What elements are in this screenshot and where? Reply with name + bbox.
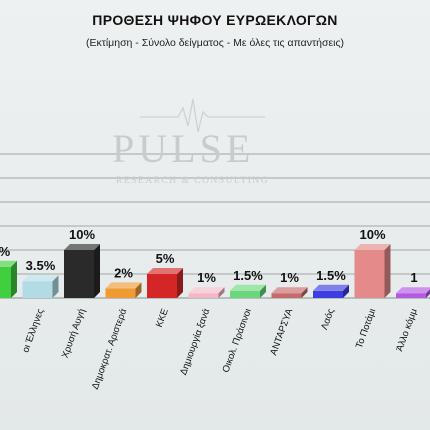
category-label: ΚΚΕ [154, 307, 171, 329]
data-label: 2% [114, 265, 133, 280]
watermark-logo: PULSE [112, 126, 254, 171]
bar-side [343, 284, 349, 298]
bar-front [271, 293, 302, 298]
watermark-pulse-line [140, 98, 265, 133]
bar-top [230, 284, 266, 291]
data-label: 3.5% [26, 258, 56, 273]
bar-side [94, 244, 100, 298]
bar-side [135, 282, 142, 298]
bar-front [64, 250, 94, 298]
bar-front [147, 274, 177, 298]
bar-top [271, 287, 308, 294]
bar-front [188, 293, 219, 298]
data-label: .5% [0, 244, 11, 259]
bar-top [188, 287, 225, 294]
bar-side [177, 268, 183, 298]
category-label: Οικολ. Πράσινοι [221, 307, 254, 374]
data-label: 1.5% [233, 268, 263, 283]
bar-side [218, 287, 225, 298]
chart-title: ΠΡΟΘΕΣΗ ΨΗΦΟΥ ΕΥΡΩΕΚΛΟΓΩΝ [92, 12, 338, 28]
category-label: Χρυσή Αυγή [60, 307, 88, 359]
category-label: Άλλο κόμμ [394, 307, 420, 353]
bar-front [354, 250, 385, 298]
category-label: Λαός [319, 307, 337, 332]
data-label: 10% [69, 227, 95, 242]
watermark-tagline: RESEARCH & CONSULTING [116, 176, 269, 186]
category-labels-group: οι Έλληνες Χρυσή Αυγή Δημοκρατ. Αριστερά ΚΚ… [20, 307, 420, 391]
bar [271, 287, 308, 298]
bar-side [301, 287, 308, 298]
bar-top [0, 260, 17, 267]
bar [188, 287, 225, 298]
bar-front [396, 293, 426, 298]
data-label: 1.5% [316, 268, 346, 283]
category-label: οι Έλληνες [20, 307, 46, 354]
bar-top [147, 268, 183, 274]
bar-top [354, 244, 391, 250]
bar [105, 282, 142, 298]
bar-front [230, 290, 260, 298]
bar-top [22, 275, 59, 282]
category-label: ΑΝΤΑΡΣΥΑ [268, 307, 295, 357]
watermark: PULSE RESEARCH & CONSULTING [112, 98, 269, 186]
bar [313, 284, 349, 298]
bar [22, 275, 59, 298]
bar-side [384, 244, 391, 298]
chart-subtitle: (Εκτίμηση - Σύνολο δείγματος - Με όλες τ… [85, 37, 345, 49]
bar-front [0, 266, 11, 298]
bar-top [396, 287, 430, 294]
data-label: 1% [197, 270, 216, 285]
bar [147, 268, 183, 298]
bar-side [426, 289, 430, 298]
data-label: 1% [280, 270, 299, 285]
bar-top [105, 282, 142, 289]
bar [64, 244, 100, 298]
bar-top [313, 284, 349, 291]
bar [354, 244, 391, 298]
bar [0, 260, 17, 298]
category-label: Δημοκρατ. Αριστερά [90, 307, 130, 391]
data-label: 1 [410, 270, 417, 285]
bar [230, 284, 266, 298]
bar-side [260, 284, 266, 298]
category-label: Το Ποτάμι [354, 307, 378, 350]
bar [396, 287, 430, 298]
data-labels-group: .5% 3.5% 10% 2% 5% 1% 1.5% 1% 1.5% 10% 1 [0, 227, 418, 285]
bar-front [22, 281, 53, 298]
data-label: 10% [359, 227, 385, 242]
bars-group [0, 244, 430, 298]
bar-side [52, 275, 59, 298]
bar-top [64, 244, 100, 250]
bar-front [105, 288, 136, 298]
data-label: 5% [156, 251, 175, 266]
bar-front [313, 290, 343, 298]
bar-side [11, 260, 17, 298]
category-label: Δημιουργία ξανά [178, 307, 212, 377]
